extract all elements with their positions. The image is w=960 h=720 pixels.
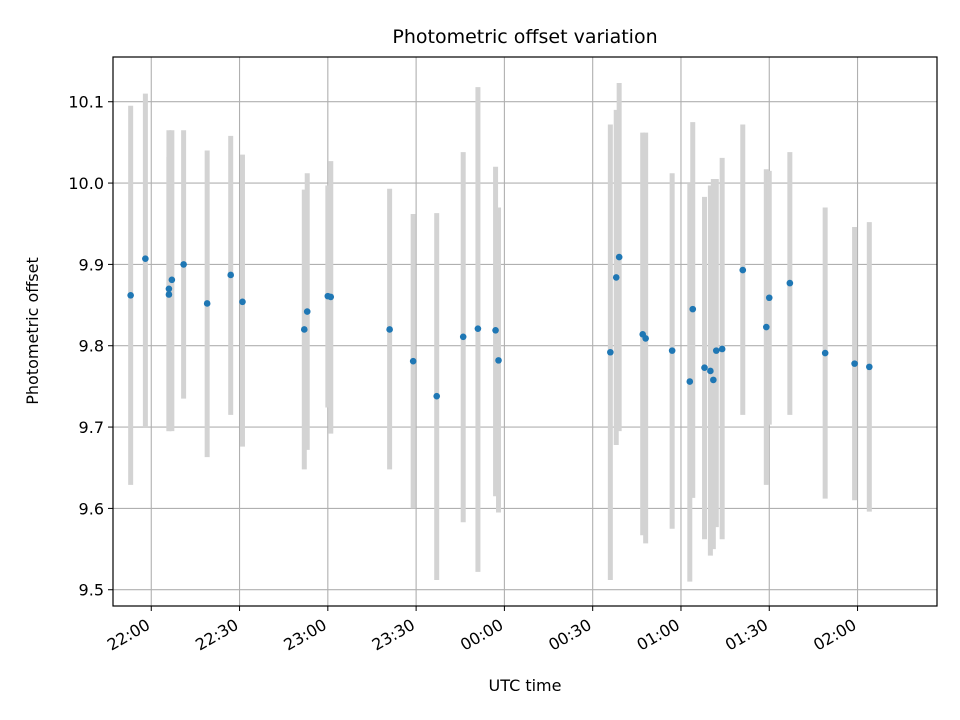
data-point bbox=[701, 364, 708, 371]
data-point bbox=[866, 363, 873, 371]
data-point bbox=[495, 357, 502, 364]
data-point bbox=[668, 347, 676, 354]
x-tick-label: 01:30 bbox=[722, 615, 771, 655]
data-point bbox=[763, 323, 770, 331]
data-point bbox=[474, 325, 482, 332]
data-point bbox=[227, 271, 235, 279]
x-tick-label: 00:30 bbox=[545, 615, 594, 655]
x-tick-label: 23:30 bbox=[369, 615, 418, 655]
y-tick-label: 9.8 bbox=[79, 337, 104, 356]
data-point bbox=[409, 357, 417, 365]
data-point bbox=[303, 308, 311, 315]
data-point bbox=[821, 349, 829, 357]
y-tick-label: 9.7 bbox=[79, 418, 104, 437]
plot-frame bbox=[112, 56, 938, 607]
data-point bbox=[239, 298, 246, 306]
data-point bbox=[433, 392, 441, 400]
data-point bbox=[739, 266, 747, 274]
data-point bbox=[851, 360, 858, 367]
error-bars bbox=[128, 83, 872, 582]
data-point bbox=[300, 326, 308, 333]
y-axis-label: Photometric offset bbox=[23, 257, 42, 405]
y-tick-label: 9.5 bbox=[79, 581, 104, 600]
data-point bbox=[786, 279, 794, 287]
data-point bbox=[165, 291, 173, 298]
y-tick-label: 10.0 bbox=[68, 174, 104, 193]
data-point bbox=[492, 326, 499, 334]
data-point bbox=[142, 255, 149, 263]
data-point bbox=[168, 276, 176, 284]
data-point bbox=[203, 300, 211, 307]
x-tick-label: 02:00 bbox=[810, 615, 859, 655]
y-tick-label: 10.1 bbox=[68, 93, 104, 112]
data-point bbox=[765, 294, 773, 302]
data-point bbox=[459, 333, 467, 341]
data-point bbox=[686, 378, 694, 385]
data-point bbox=[689, 305, 697, 313]
data-points bbox=[127, 253, 873, 400]
data-point bbox=[718, 345, 726, 353]
data-point bbox=[612, 274, 620, 281]
chart-title: Photometric offset variation bbox=[392, 26, 657, 48]
data-point bbox=[327, 293, 335, 301]
data-point bbox=[127, 292, 134, 299]
data-point bbox=[607, 348, 614, 356]
data-point bbox=[615, 253, 623, 261]
x-tick-label: 22:30 bbox=[192, 615, 241, 655]
x-tick-label: 00:00 bbox=[457, 615, 506, 655]
x-tick-label: 23:00 bbox=[280, 615, 329, 655]
data-point bbox=[712, 347, 720, 354]
data-point bbox=[165, 285, 173, 293]
data-point bbox=[180, 261, 187, 268]
data-point bbox=[707, 367, 714, 375]
data-point bbox=[710, 376, 717, 384]
x-tick-label: 22:00 bbox=[104, 615, 153, 655]
y-tick-label: 9.9 bbox=[79, 255, 104, 274]
data-point bbox=[386, 326, 393, 333]
data-point bbox=[642, 335, 649, 342]
x-axis-label: UTC time bbox=[489, 676, 562, 695]
x-tick-label: 01:00 bbox=[634, 615, 683, 655]
grid bbox=[113, 57, 937, 606]
y-tick-label: 9.6 bbox=[79, 499, 104, 518]
